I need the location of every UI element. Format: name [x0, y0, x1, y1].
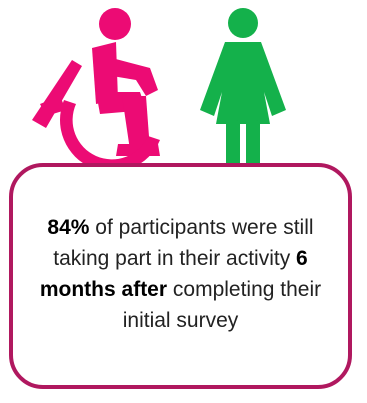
statement-part2: completing their initial survey — [122, 278, 322, 332]
icons-illustration — [32, 8, 286, 172]
wheelchair-user-icon — [32, 8, 160, 172]
woman-icon — [200, 8, 286, 170]
statement-part1: of participants were still taking part i… — [53, 216, 314, 270]
statement-highlight: 6 months after — [39, 247, 308, 301]
statement-card: 84% of participants were still taking pa… — [9, 163, 352, 389]
statement-text: 84% of participants were still taking pa… — [36, 212, 326, 336]
stat-percent: 84% — [47, 216, 90, 239]
